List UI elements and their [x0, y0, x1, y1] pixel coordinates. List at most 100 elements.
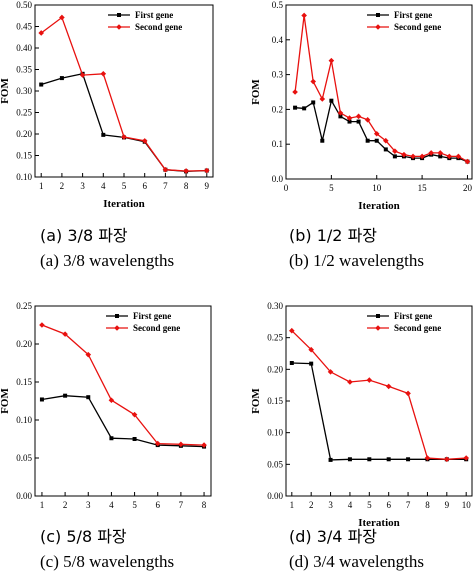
- x-tick-label: 2: [309, 500, 314, 510]
- y-tick-label: 0.05: [267, 459, 283, 469]
- legend-marker: [375, 24, 381, 30]
- legend-label: Second gene: [135, 22, 182, 32]
- data-point-first-gene: [293, 105, 298, 110]
- legend-marker: [116, 24, 122, 30]
- plot-frame: [285, 4, 473, 180]
- x-tick-label: 2: [63, 500, 68, 510]
- y-tick-label: 0.2: [272, 104, 283, 114]
- data-point-second-gene: [401, 151, 407, 158]
- caption-d-english: (d) 3/4 wavelengths: [289, 552, 424, 572]
- caption-c-english: (c) 5/8 wavelengths: [40, 552, 174, 572]
- x-tick-label: 5: [122, 181, 127, 191]
- y-tick-label: 0.4: [272, 35, 284, 45]
- x-tick-label: 8: [202, 500, 207, 510]
- y-axis-label: FOM: [250, 388, 262, 414]
- data-point-second-gene: [424, 455, 431, 461]
- y-tick-label: 0.30: [16, 86, 32, 96]
- data-point-first-gene: [406, 457, 411, 462]
- data-point-second-gene: [446, 153, 453, 160]
- data-point-first-gene: [374, 138, 379, 143]
- data-point-second-gene: [373, 130, 380, 137]
- chart-b: 0.0 0.1 0.2 0.3 0.4 0.5 0 5 10 15 20 Iteration FOM Fi…: [250, 0, 473, 212]
- data-point-first-gene: [386, 457, 391, 462]
- series-line-second-gene: [41, 324, 205, 446]
- data-point-first-gene: [39, 82, 44, 87]
- data-point-second-gene: [203, 167, 210, 174]
- x-tick-label: 1: [39, 181, 44, 191]
- data-point-second-gene: [444, 456, 450, 463]
- data-point-second-gene: [455, 153, 462, 160]
- data-point-second-gene: [121, 134, 127, 140]
- legend-marker: [376, 13, 380, 17]
- data-point-second-gene: [383, 137, 389, 144]
- x-tick-label: 9: [205, 181, 210, 191]
- data-point-first-gene: [367, 457, 372, 462]
- data-point-second-gene: [346, 115, 353, 121]
- data-point-second-gene: [419, 153, 425, 160]
- y-tick-label: 0.20: [16, 129, 32, 139]
- data-point-second-gene: [364, 117, 371, 123]
- legend-marker: [115, 314, 119, 318]
- data-point-second-gene: [327, 369, 334, 375]
- y-tick-label: 0.10: [267, 428, 283, 438]
- data-point-first-gene: [365, 138, 370, 143]
- data-point-first-gene: [328, 457, 333, 462]
- y-tick-label: 0.15: [16, 377, 32, 387]
- y-tick-label: 0.00: [267, 491, 283, 501]
- y-tick-label: 0.25: [16, 108, 32, 118]
- y-axis-label: FOM: [0, 78, 11, 104]
- data-point-second-gene: [437, 150, 444, 156]
- data-point-second-gene: [301, 12, 307, 19]
- legend-marker: [117, 13, 121, 17]
- caption-b-english-text: (b) 1/2 wavelengths: [289, 251, 425, 270]
- y-tick-label: 0.1: [272, 139, 283, 149]
- legend-label: First gene: [133, 311, 171, 321]
- x-axis-label: Iteration: [358, 200, 400, 212]
- plot-frame: [34, 4, 214, 178]
- data-point-first-gene: [356, 119, 361, 124]
- data-point-second-gene: [178, 441, 184, 448]
- caption-c-korean: (c) 5/8 파장: [40, 527, 127, 547]
- data-point-second-gene: [310, 78, 317, 85]
- caption-d-korean-text: (d) 3/4 파장: [289, 527, 378, 546]
- legend-marker: [375, 325, 381, 331]
- y-tick-label: 0.05: [16, 453, 32, 463]
- legend-label: First gene: [394, 10, 432, 20]
- y-tick-label: 0.15: [16, 151, 32, 161]
- chart-a: 0.10 0.15 0.20 0.25 0.30 0.35 0.40 0.45 0.50 1 2 3 4…: [0, 0, 214, 210]
- x-tick-label: 10: [372, 183, 382, 193]
- data-point-second-gene: [308, 346, 314, 353]
- caption-a-english: (a) 3/8 wavelengths: [40, 251, 174, 271]
- data-point-first-gene: [329, 98, 334, 103]
- series-line-second-gene: [40, 16, 207, 172]
- data-point-second-gene: [100, 71, 107, 77]
- x-tick-label: 5: [367, 500, 372, 510]
- data-point-second-gene: [108, 397, 115, 404]
- x-tick-label: 7: [179, 500, 184, 510]
- x-tick-label: 6: [142, 181, 147, 191]
- y-tick-label: 0.20: [267, 364, 283, 374]
- data-point-second-gene: [154, 440, 161, 447]
- y-axis-label: FOM: [0, 388, 11, 414]
- data-point-second-gene: [162, 166, 169, 173]
- series-line-first-gene: [291, 362, 467, 461]
- x-axis-label: Iteration: [358, 517, 400, 529]
- plot-frame: [285, 305, 473, 497]
- data-point-second-gene: [337, 110, 344, 116]
- y-tick-label: 0.0: [272, 174, 284, 184]
- legend-label: Second gene: [394, 22, 441, 32]
- data-point-first-gene: [311, 100, 316, 105]
- data-point-first-gene: [320, 138, 325, 143]
- data-point-first-gene: [347, 119, 352, 124]
- data-point-second-gene: [464, 158, 471, 165]
- legend-label: First gene: [394, 311, 432, 321]
- data-point-second-gene: [292, 89, 298, 95]
- data-point-second-gene: [410, 153, 416, 160]
- plot-frame: [34, 305, 212, 497]
- data-point-first-gene: [338, 114, 343, 119]
- data-point-second-gene: [319, 96, 326, 102]
- data-point-second-gene: [347, 379, 353, 385]
- data-point-second-gene: [141, 138, 148, 144]
- x-tick-label: 3: [86, 500, 91, 510]
